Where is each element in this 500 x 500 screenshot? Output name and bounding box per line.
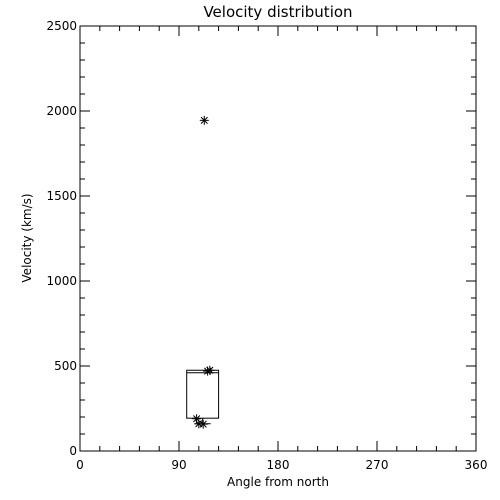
x-axis-title: Angle from north <box>227 475 329 489</box>
y-tick-label: 2000 <box>46 104 77 118</box>
x-tick-label: 180 <box>267 458 290 472</box>
chart-title: Velocity distribution <box>203 3 352 21</box>
data-point-asterisk <box>199 115 209 125</box>
data-point-asterisk <box>198 419 208 429</box>
box-plot <box>186 369 220 425</box>
y-tick-label: 0 <box>69 444 77 458</box>
y-tick-label: 2500 <box>46 19 77 33</box>
y-tick-label: 1500 <box>46 189 77 203</box>
minor-ticks <box>79 25 477 452</box>
box-rectangle <box>186 369 220 419</box>
tick-labels: 0 90 180 270 360 0 500 1000 1500 2000 2500 <box>46 19 487 472</box>
y-axis-title: Velocity (km/s) <box>20 193 34 282</box>
y-tick-label: 1000 <box>46 274 77 288</box>
x-tick-label: 90 <box>171 458 186 472</box>
x-tick-label: 360 <box>465 458 488 472</box>
x-tick-label: 0 <box>76 458 84 472</box>
data-points <box>192 115 215 429</box>
plot-frame <box>79 25 477 452</box>
major-ticks <box>79 25 477 452</box>
x-tick-label: 270 <box>366 458 389 472</box>
y-tick-label: 500 <box>54 359 77 373</box>
data-point-asterisk <box>205 365 215 375</box>
